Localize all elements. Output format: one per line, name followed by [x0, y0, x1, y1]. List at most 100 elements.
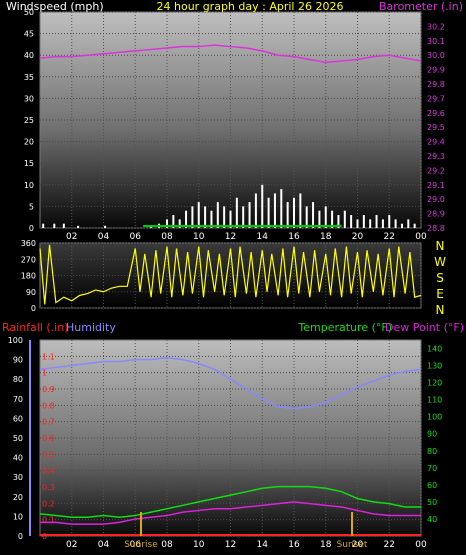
windspeed-bar	[394, 219, 397, 228]
windspeed-bar	[229, 210, 232, 228]
sunset-label: Sunset	[337, 540, 368, 550]
x-tick-label-bottom: 12	[225, 540, 236, 550]
barometer-tick-label: 29.1	[427, 181, 445, 190]
barometer-tick-label: 28.8	[427, 224, 445, 233]
temperature-tick-label: 130	[427, 362, 442, 371]
barometer-tick-label: 29.6	[427, 109, 445, 118]
windspeed-tick-label: 15	[24, 159, 34, 168]
x-tick-label-top: 18	[320, 232, 332, 242]
windspeed-bar	[369, 219, 372, 228]
direction-tick-label: 270	[21, 255, 36, 264]
compass-label-e: E	[436, 287, 444, 301]
windspeed-tick-label: 10	[24, 181, 34, 190]
windspeed-bar	[210, 210, 213, 228]
humidity-tick-label: 40	[13, 454, 23, 463]
grid-lines	[40, 11, 422, 537]
windspeed-bar	[375, 215, 378, 228]
windspeed-tick-label: 5	[29, 202, 34, 211]
x-tick-label-bottom: 08	[161, 540, 173, 550]
rainfall-tick-label: 0.4	[42, 467, 55, 476]
humidity-axis-label: Humidity	[66, 321, 116, 334]
barometer-tick-label: 29.5	[427, 123, 445, 132]
windspeed-bar	[388, 215, 391, 228]
humidity-line	[39, 356, 422, 410]
barometer-tick-label: 29.4	[427, 138, 445, 147]
humidity-tick-label: 30	[13, 473, 23, 482]
rainfall-tick-label: 0.6	[42, 434, 55, 443]
windspeed-bar	[42, 223, 45, 228]
x-tick-label-bottom: 14	[257, 540, 269, 550]
windspeed-bar	[280, 189, 283, 228]
x-tick-label-bottom: 00	[415, 540, 427, 550]
windspeed-bar	[77, 225, 80, 228]
x-tick-label-top: 14	[257, 232, 269, 242]
temperature-tick-label: 70	[427, 464, 437, 473]
x-tick-label-top: 10	[193, 232, 205, 242]
windspeed-tick-label: 20	[24, 138, 34, 147]
temperature-tick-label: 100	[427, 413, 442, 422]
x-tick-label-bottom: 06	[130, 540, 142, 550]
direction-tick-label: 180	[21, 272, 36, 281]
temperature-tick-label: 140	[427, 345, 442, 354]
x-tick-label-top: 12	[225, 232, 236, 242]
windspeed-bar	[299, 193, 302, 228]
windspeed-bar	[318, 210, 321, 228]
humidity-tick-label: 100	[8, 336, 23, 345]
windspeed-tick-label: 25	[24, 116, 34, 125]
rainfall-tick-label: 0.7	[42, 418, 55, 427]
windspeed-bar	[331, 210, 334, 228]
rainfall-tick-label: 1	[42, 369, 47, 378]
barometer-tick-label: 30.0	[427, 51, 445, 60]
barometer-tick-label: 30.1	[427, 37, 445, 46]
x-tick-label-top: 16	[288, 232, 300, 242]
barometer-tick-label: 29.3	[427, 152, 445, 161]
direction-line	[39, 244, 422, 305]
barometer-tick-label: 28.9	[427, 210, 445, 219]
rainfall-tick-label: 1.1	[42, 352, 55, 361]
windspeed-bar	[362, 215, 365, 228]
data-marks	[29, 44, 422, 536]
windspeed-bar	[381, 219, 384, 228]
windspeed-bar	[104, 225, 107, 228]
windspeed-bar	[248, 202, 251, 228]
humidity-tick-label: 0	[18, 532, 23, 541]
x-tick-label-top: 20	[352, 232, 364, 242]
windspeed-bar	[185, 210, 188, 228]
windspeed-axis-label: Windspeed (mph)	[6, 0, 104, 13]
temperature-tick-label: 50	[427, 498, 437, 507]
windspeed-tick-label: 30	[24, 94, 34, 103]
humidity-tick-label: 90	[13, 356, 23, 365]
windspeed-bar	[216, 202, 219, 228]
windspeed-bar	[350, 215, 353, 228]
humidity-tick-label: 80	[13, 375, 23, 384]
windspeed-bar	[407, 219, 410, 228]
x-tick-label-bottom: 10	[193, 540, 205, 550]
windspeed-bar	[273, 193, 276, 228]
barometer-tick-label: 30.2	[427, 22, 445, 31]
barometer-tick-label: 29.7	[427, 94, 445, 103]
windspeed-tick-label: 45	[24, 30, 34, 39]
windspeed-bar	[261, 184, 264, 228]
dewpoint-line	[40, 501, 421, 525]
direction-tick-label: 360	[21, 239, 36, 248]
x-tick-label-bottom: 02	[66, 540, 77, 550]
humidity-tick-label: 20	[13, 493, 23, 502]
barometer-tick-label: 29.2	[427, 166, 445, 175]
sunrise-label: Sunrise	[124, 540, 158, 550]
x-tick-label-top: 08	[161, 232, 173, 242]
barometer-line	[39, 44, 422, 64]
direction-tick-label: 0	[31, 304, 36, 313]
windspeed-bar	[235, 197, 238, 228]
windspeed-bar	[62, 223, 65, 228]
windspeed-tick-label: 0	[29, 224, 34, 233]
windspeed-bar	[343, 210, 346, 228]
temperature-tick-label: 60	[427, 481, 437, 490]
temperature-tick-label: 90	[427, 430, 437, 439]
windspeed-tick-label: 50	[24, 8, 34, 17]
x-tick-label-bottom: 04	[98, 540, 110, 550]
barometer-tick-label: 29.8	[427, 80, 445, 89]
temperature-line	[39, 485, 421, 519]
windspeed-bar	[267, 197, 270, 228]
temperature-axis-label: Temperature (°F)	[297, 321, 392, 334]
